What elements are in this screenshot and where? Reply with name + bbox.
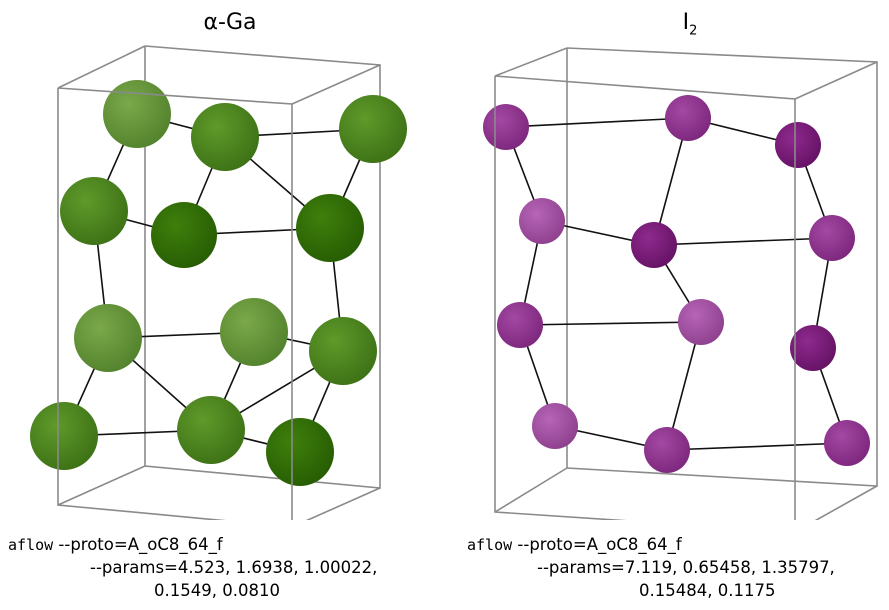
params-arg: --params=7.119, 0.65458, 1.35797, bbox=[537, 558, 835, 577]
title-subscript: 2 bbox=[689, 23, 698, 39]
atom bbox=[678, 299, 724, 345]
atoms bbox=[30, 80, 407, 486]
atom bbox=[519, 198, 565, 244]
crystal-structure-iodine bbox=[483, 47, 878, 520]
atom bbox=[809, 215, 855, 261]
atom bbox=[824, 420, 870, 466]
atom bbox=[631, 222, 677, 268]
atom bbox=[266, 418, 334, 486]
unit-cell-front bbox=[57, 87, 293, 520]
atom bbox=[483, 104, 529, 150]
atoms bbox=[483, 95, 870, 473]
panel-alpha-ga: α-Ga bbox=[0, 0, 440, 610]
proto-arg: --proto=A_oC8_64_f bbox=[58, 535, 223, 554]
unit-cell-back bbox=[57, 45, 381, 520]
atom bbox=[665, 95, 711, 141]
proto-arg: --proto=A_oC8_64_f bbox=[517, 535, 682, 554]
unit-cell-back bbox=[494, 47, 878, 520]
atom bbox=[644, 427, 690, 473]
panel-iodine: I2 bbox=[440, 0, 889, 610]
atom bbox=[339, 95, 407, 163]
atom bbox=[497, 302, 543, 348]
atom bbox=[191, 103, 259, 171]
atom bbox=[177, 396, 245, 464]
atom bbox=[220, 298, 288, 366]
atom bbox=[60, 177, 128, 245]
aflow-command: aflow bbox=[467, 536, 513, 554]
atom bbox=[74, 304, 142, 372]
params-arg: --params=4.523, 1.6938, 1.00022, bbox=[90, 558, 378, 577]
atom bbox=[775, 122, 821, 168]
atom bbox=[30, 402, 98, 470]
aflow-command: aflow bbox=[8, 536, 54, 554]
atom bbox=[103, 80, 171, 148]
title-main: I bbox=[682, 10, 690, 35]
crystal-structure-alpha-ga bbox=[30, 45, 407, 520]
params-continued: 0.1549, 0.0810 bbox=[154, 581, 280, 600]
atom bbox=[151, 202, 217, 268]
atom bbox=[296, 194, 364, 262]
structure-title: I2 bbox=[660, 10, 720, 38]
atom bbox=[532, 403, 578, 449]
unit-cell-front bbox=[494, 75, 796, 520]
params-continued: 0.15484, 0.1175 bbox=[639, 581, 776, 600]
title-main: α-Ga bbox=[203, 10, 257, 35]
structure-title: α-Ga bbox=[180, 10, 280, 38]
atom bbox=[790, 325, 836, 371]
atom bbox=[309, 317, 377, 385]
